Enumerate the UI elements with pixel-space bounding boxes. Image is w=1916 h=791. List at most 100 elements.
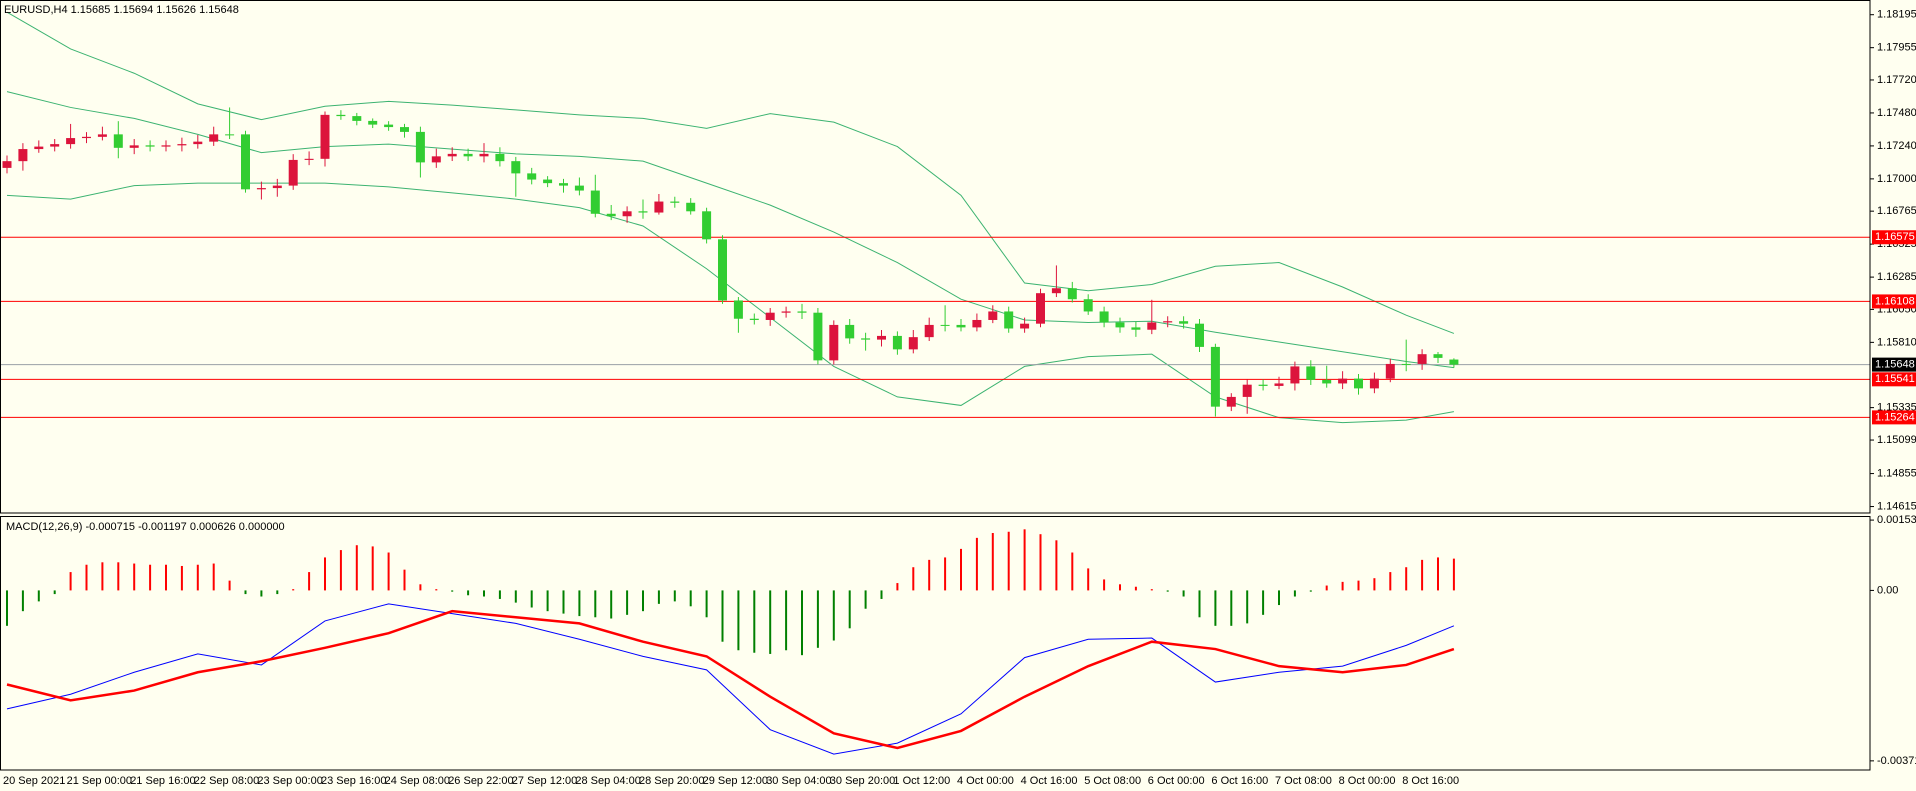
y-tick-label: 0.001531 <box>1877 514 1916 526</box>
candle-body <box>225 134 235 136</box>
candle-body <box>384 124 394 128</box>
candle-body <box>320 114 330 159</box>
candle-body <box>845 324 855 339</box>
candle-body <box>1179 321 1189 324</box>
x-tick-label: 24 Sep 08:00 <box>385 775 450 787</box>
level-label-box <box>1872 410 1916 425</box>
candle-body <box>272 185 282 189</box>
candle-body <box>765 312 775 320</box>
candle-body <box>193 141 203 145</box>
level-label-box <box>1872 230 1916 245</box>
candle-body <box>749 318 759 320</box>
y-tick-label: 1.16285 <box>1877 271 1916 283</box>
candle-body <box>415 131 425 163</box>
x-tick-label: 8 Oct 00:00 <box>1339 775 1396 787</box>
label-layer: EURUSD,H4 1.15685 1.15694 1.15626 1.1564… <box>3 4 1916 787</box>
x-tick-label: 30 Sep 04:00 <box>766 775 831 787</box>
candle-body <box>256 188 266 190</box>
level-label-box <box>1872 372 1916 387</box>
candle-body <box>606 213 616 217</box>
candle-body <box>813 312 823 361</box>
candle-body <box>1290 366 1300 384</box>
y-tick-label: -0.003711 <box>1877 755 1916 767</box>
x-tick-label: 23 Sep 16:00 <box>321 775 386 787</box>
candle-body <box>670 201 680 203</box>
candle-body <box>622 211 632 217</box>
y-tick-label: 1.17955 <box>1877 42 1916 54</box>
candle-body <box>590 190 600 214</box>
y-tick-label: 1.17720 <box>1877 74 1916 86</box>
candle-body <box>1449 359 1459 365</box>
y-tick-label: 1.14855 <box>1877 467 1916 479</box>
candle-body <box>241 134 250 190</box>
candle-body <box>1020 323 1030 329</box>
candle-body <box>908 337 918 350</box>
candle-body <box>1354 378 1363 389</box>
band-upper <box>6 11 1455 334</box>
x-tick-label: 26 Sep 22:00 <box>448 775 513 787</box>
level-label: 1.15264 <box>1875 411 1915 423</box>
candle-body <box>18 149 28 162</box>
x-tick-label: 6 Oct 00:00 <box>1148 775 1205 787</box>
candle-body <box>1322 379 1332 384</box>
candle-body <box>781 311 791 313</box>
candle-body <box>368 120 378 125</box>
x-tick-label: 29 Sep 12:00 <box>703 775 768 787</box>
level-label: 1.16108 <box>1875 295 1915 307</box>
candle-body <box>1242 384 1252 397</box>
candle-body <box>1147 322 1157 330</box>
candle-body <box>559 183 568 186</box>
candle-body <box>733 300 743 319</box>
y-tick-label: 1.16765 <box>1877 205 1916 217</box>
candle-body <box>1306 366 1316 380</box>
level-label: 1.16575 <box>1875 231 1915 243</box>
candle-body <box>956 324 966 328</box>
x-tick-label: 30 Sep 20:00 <box>830 775 895 787</box>
candle-body <box>66 138 76 145</box>
candle-body <box>1338 378 1348 384</box>
candle-body <box>1433 354 1443 358</box>
price-label-box <box>1872 357 1916 372</box>
candle-body <box>877 335 886 340</box>
candle-body <box>1401 363 1411 365</box>
y-tick-label: 1.17480 <box>1877 107 1916 119</box>
candle-body <box>336 114 346 117</box>
candle-body <box>654 201 664 213</box>
x-tick-label: 20 Sep 2021 <box>3 775 65 787</box>
candle-body <box>400 127 409 132</box>
candle-body <box>145 145 155 147</box>
candle-body <box>177 144 187 146</box>
plot-layer <box>1 11 1874 762</box>
x-tick-label: 23 Sep 00:00 <box>257 775 322 787</box>
candle-body <box>463 153 473 157</box>
candle-body <box>479 153 489 157</box>
candle-body <box>638 211 648 213</box>
level-label: 1.15541 <box>1875 373 1915 385</box>
macd-line <box>6 609 1455 750</box>
main-panel-border <box>0 0 1871 514</box>
candle-body <box>1274 383 1284 386</box>
level-label-box <box>1872 294 1916 309</box>
candle-body <box>1115 322 1125 328</box>
x-tick-label: 1 Oct 12:00 <box>893 775 950 787</box>
x-tick-label: 8 Oct 16:00 <box>1402 775 1459 787</box>
x-tick-label: 22 Sep 08:00 <box>194 775 259 787</box>
y-tick-label: 0.00 <box>1877 584 1898 596</box>
candle-body <box>304 158 314 160</box>
candle-body <box>1131 327 1141 330</box>
price-label: 1.15648 <box>1875 359 1915 371</box>
candle-body <box>988 311 998 320</box>
y-tick-label: 1.17240 <box>1877 140 1916 152</box>
y-tick-label: 1.15810 <box>1877 336 1916 348</box>
candle-body <box>1226 396 1236 407</box>
candle-body <box>1385 363 1395 379</box>
chart-title: EURUSD,H4 1.15685 1.15694 1.15626 1.1564… <box>4 4 239 16</box>
candle-body <box>1258 384 1268 386</box>
candle-body <box>574 185 584 191</box>
candle-body <box>113 134 123 148</box>
candle-body <box>892 335 902 350</box>
candle-body <box>543 179 553 184</box>
candle-body <box>1099 311 1109 323</box>
candle-body <box>940 324 950 326</box>
